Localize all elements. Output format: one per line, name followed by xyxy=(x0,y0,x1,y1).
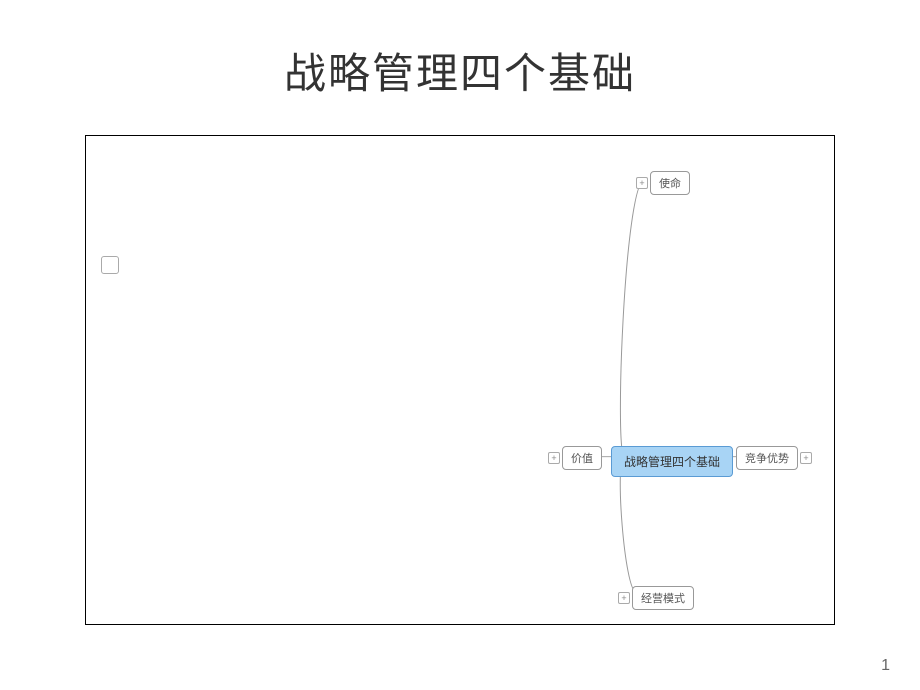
expand-icon[interactable]: + xyxy=(800,452,812,464)
page-number: 1 xyxy=(881,657,890,675)
child-node-business-model[interactable]: + 经营模式 xyxy=(616,586,694,610)
page-title: 战略管理四个基础 xyxy=(0,0,920,101)
center-node[interactable]: 战略管理四个基础 xyxy=(611,446,733,477)
center-node-label: 战略管理四个基础 xyxy=(611,446,733,477)
child-node-label: 价值 xyxy=(562,446,602,470)
child-node-competitive-advantage[interactable]: 竞争优势 + xyxy=(736,446,814,470)
mindmap-canvas: 战略管理四个基础 + 使命 + 价值 竞争优势 + + 经营模式 xyxy=(85,135,835,625)
mindmap: 战略管理四个基础 + 使命 + 价值 竞争优势 + + 经营模式 xyxy=(86,136,834,624)
expand-icon[interactable]: + xyxy=(636,177,648,189)
expand-icon[interactable]: + xyxy=(618,592,630,604)
expand-icon[interactable]: + xyxy=(548,452,560,464)
child-node-label: 使命 xyxy=(650,171,690,195)
child-node-mission[interactable]: + 使命 xyxy=(634,171,690,195)
child-node-value[interactable]: + 价值 xyxy=(546,446,602,470)
child-node-label: 经营模式 xyxy=(632,586,694,610)
child-node-label: 竞争优势 xyxy=(736,446,798,470)
